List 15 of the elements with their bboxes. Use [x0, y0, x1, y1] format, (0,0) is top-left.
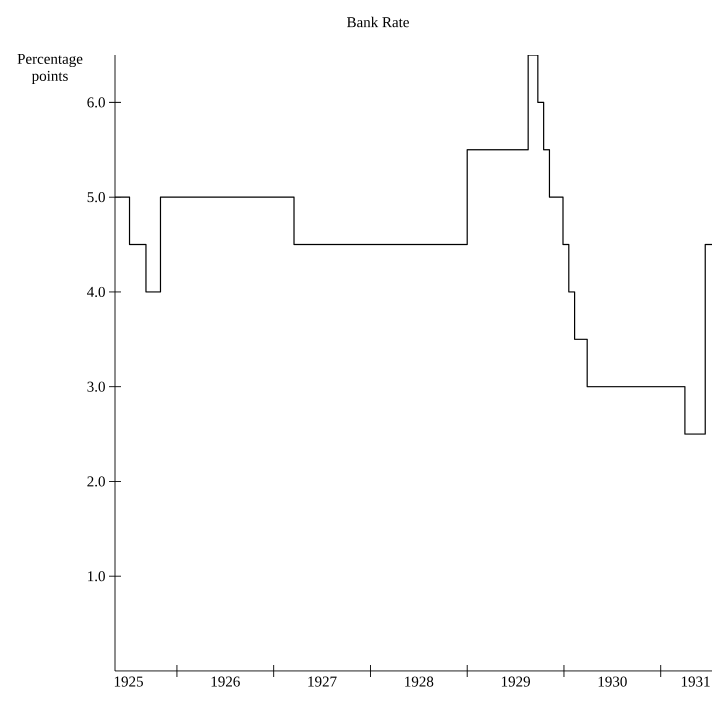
x-tick-label: 1929: [502, 676, 530, 687]
x-tick-label: 1926: [212, 676, 240, 687]
x-tick-label: 1931: [682, 676, 710, 687]
y-tick-label: 1.0: [88, 571, 105, 582]
chart-title: Bank Rate: [346, 16, 409, 28]
y-tick-label: 5.0: [88, 192, 105, 202]
x-tick-label: 1927: [308, 676, 337, 687]
y-tick-label: 2.0: [87, 476, 105, 487]
x-tick-label: 1928: [405, 676, 434, 687]
y-axis-title: Percentage points: [18, 54, 82, 84]
y-tick-label: 3.0: [87, 382, 105, 392]
y-tick-label: 6.0: [87, 97, 105, 108]
x-tick-label: 1925: [114, 676, 143, 687]
y-tick-label: 4.0: [87, 286, 105, 298]
x-tick-label: 1930: [598, 676, 627, 687]
